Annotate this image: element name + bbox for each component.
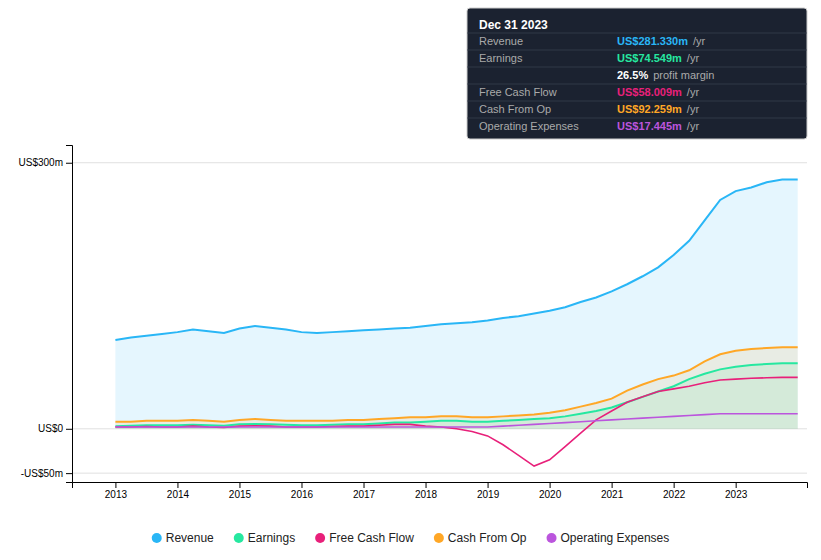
x-tick-mark (736, 482, 737, 488)
x-tick-label: 2023 (725, 489, 748, 500)
legend-label: Cash From Op (448, 531, 527, 545)
y-axis-line (66, 146, 73, 483)
info-box-frame (467, 8, 807, 139)
legend-label: Revenue (166, 531, 214, 545)
info-box: Dec 31 2023 Revenue US$281.330m/yr Earnings… (467, 8, 807, 139)
legend-item: Cash From Op (434, 531, 527, 545)
legend-item: Revenue (152, 531, 214, 545)
info-row-label: Earnings (479, 52, 523, 64)
legend-swatch (315, 533, 325, 543)
legend-swatch (152, 533, 162, 543)
info-row-suffix: /yr (687, 103, 700, 115)
legend-item: Operating Expenses (547, 531, 670, 545)
area (115, 180, 797, 429)
info-row-label: Cash From Op (479, 103, 551, 115)
x-tick-mark (177, 482, 178, 488)
info-box-divider (467, 67, 807, 68)
x-tick: 2016 (291, 482, 314, 500)
x-tick-label: 2018 (415, 489, 438, 500)
info-box-divider (467, 101, 807, 102)
x-tick: 2018 (415, 482, 438, 500)
line (115, 347, 797, 421)
info-box-title: Dec 31 2023 (479, 18, 548, 32)
x-tick-mark (426, 482, 427, 488)
info-row-value: US$17.445m (617, 120, 682, 132)
y-axis: -US$50m US$0 US$300m (19, 146, 73, 483)
x-tick-mark (239, 482, 240, 488)
x-tick-mark (364, 482, 365, 488)
legend-swatch (434, 533, 444, 543)
info-row-value: US$92.259m (617, 103, 682, 115)
legend-swatch (547, 533, 557, 543)
x-tick-mark (612, 482, 613, 488)
x-axis-line (73, 483, 808, 489)
x-axis: 2013 2014 2015 2016 2017 2018 2019 2020 2021 2022… (73, 482, 808, 500)
x-tick: 2021 (601, 482, 624, 500)
y-tick: US$300m (19, 157, 72, 168)
x-tick: 2017 (353, 482, 376, 500)
x-tick: 2020 (539, 482, 562, 500)
info-box-divider (467, 33, 807, 34)
x-tick-mark (550, 482, 551, 488)
legend-label: Earnings (248, 531, 295, 545)
y-tick-mark (66, 473, 72, 474)
x-tick: 2013 (105, 482, 128, 500)
info-row-value: US$281.330m (617, 35, 688, 47)
x-tick-mark (488, 482, 489, 488)
x-tick-label: 2014 (167, 489, 190, 500)
area (115, 347, 797, 429)
x-tick-mark (301, 482, 302, 488)
info-row-suffix: /yr (687, 52, 700, 64)
legend-label: Free Cash Flow (329, 531, 414, 545)
info-row-suffix: /yr (693, 35, 706, 47)
x-tick-label: 2022 (663, 489, 686, 500)
legend-item: Free Cash Flow (315, 531, 414, 545)
info-row-value: US$58.009m (617, 86, 682, 98)
y-tick-label: US$300m (19, 157, 63, 168)
y-tick-label: US$0 (38, 423, 63, 434)
y-tick: -US$50m (21, 468, 72, 479)
x-tick-label: 2020 (539, 489, 562, 500)
info-row-label: Operating Expenses (479, 120, 579, 132)
grid (72, 163, 807, 473)
x-tick-label: 2021 (601, 489, 624, 500)
info-row-label: Revenue (479, 35, 523, 47)
x-tick-mark (674, 482, 675, 488)
legend-item: Earnings (234, 531, 295, 545)
x-tick: 2023 (725, 482, 748, 500)
x-tick-mark (115, 482, 116, 488)
legend: Revenue Earnings Free Cash Flow Cash From O… (152, 531, 670, 545)
x-tick: 2014 (167, 482, 190, 500)
x-tick: 2022 (663, 482, 686, 500)
info-box-divider (467, 84, 807, 85)
info-box-divider (467, 118, 807, 119)
x-tick-label: 2013 (105, 489, 128, 500)
x-tick: 2019 (477, 482, 500, 500)
line (115, 414, 797, 427)
x-tick-label: 2019 (477, 489, 500, 500)
grid-line (72, 162, 807, 163)
y-tick-mark (66, 163, 72, 164)
x-tick-label: 2016 (291, 489, 314, 500)
info-row-value: 26.5% (617, 69, 648, 81)
y-tick-label: -US$50m (21, 468, 63, 479)
grid-line (72, 473, 807, 474)
line (115, 180, 797, 341)
legend-swatch (234, 533, 244, 543)
info-row-suffix: profit margin (653, 69, 714, 81)
y-tick-mark (66, 429, 72, 430)
info-row-suffix: /yr (687, 120, 700, 132)
info-row-suffix: /yr (687, 86, 700, 98)
x-tick: 2015 (229, 482, 252, 500)
x-tick-label: 2015 (229, 489, 252, 500)
info-box-divider (467, 50, 807, 51)
chart: 2013 2014 2015 2016 2017 2018 2019 2020 2021 2022… (0, 0, 821, 560)
info-row-label: Free Cash Flow (479, 86, 557, 98)
legend-label: Operating Expenses (561, 531, 670, 545)
info-row-value: US$74.549m (617, 52, 682, 64)
y-tick: US$0 (38, 423, 72, 434)
x-tick-label: 2017 (353, 489, 376, 500)
plot-marks (115, 180, 797, 466)
